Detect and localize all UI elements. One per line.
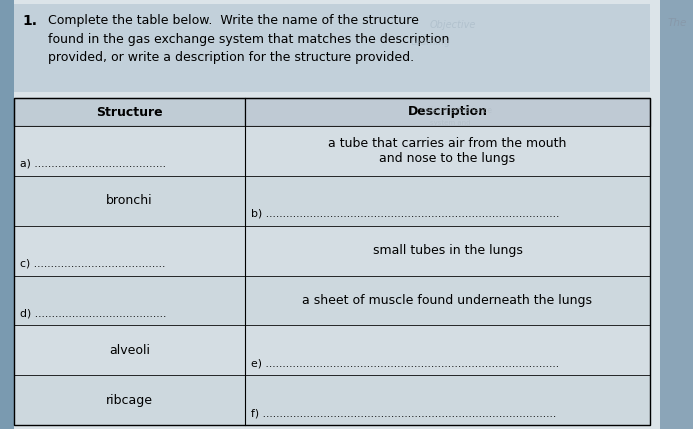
Text: e) .............................................................................: e) .....................................… [251,358,559,368]
Text: d) .......................................: d) .....................................… [20,308,166,318]
Bar [14,126,245,176]
Text: system and: system and [430,120,471,126]
Bar [14,98,650,425]
Text: 1.: 1. [22,14,37,28]
Bar [14,98,650,425]
Bar [0,0,14,429]
Text: b) .............................................................................: b) .....................................… [251,208,559,219]
Text: c) .......................................: c) .....................................… [20,259,166,269]
Text: Complete the table below.  Write the name of the structure
found in the gas exch: Complete the table below. Write the name… [48,14,449,64]
Bar [14,375,245,425]
Bar [245,325,650,375]
Bar [14,176,245,226]
Text: bronchi: bronchi [106,194,153,207]
Bar [245,375,650,425]
Bar [245,126,650,176]
Text: f) .............................................................................: f) .....................................… [251,408,556,418]
Text: college experience: college experience [420,106,492,115]
Text: The: The [668,18,687,28]
Bar [14,325,245,375]
Bar [14,98,245,126]
Bar [14,226,245,275]
Text: Objective: Objective [430,20,476,30]
Bar [245,176,650,226]
Bar [660,0,693,429]
Text: alveoli: alveoli [109,344,150,357]
Bar [245,275,650,325]
Bar [14,4,650,92]
Text: Description: Description [407,106,487,118]
Text: ribcage: ribcage [106,393,153,407]
Text: Learning: Learning [410,38,450,47]
Bar [14,275,245,325]
Text: Structure: Structure [96,106,163,118]
Bar [245,98,650,126]
Text: a sheet of muscle found underneath the lungs: a sheet of muscle found underneath the l… [303,294,593,307]
Text: a tube that carries air from the mouth
and nose to the lungs: a tube that carries air from the mouth a… [328,137,567,165]
Text: a) .......................................: a) .....................................… [20,159,166,169]
Text: small tubes in the lungs: small tubes in the lungs [373,244,523,257]
Bar [245,226,650,275]
